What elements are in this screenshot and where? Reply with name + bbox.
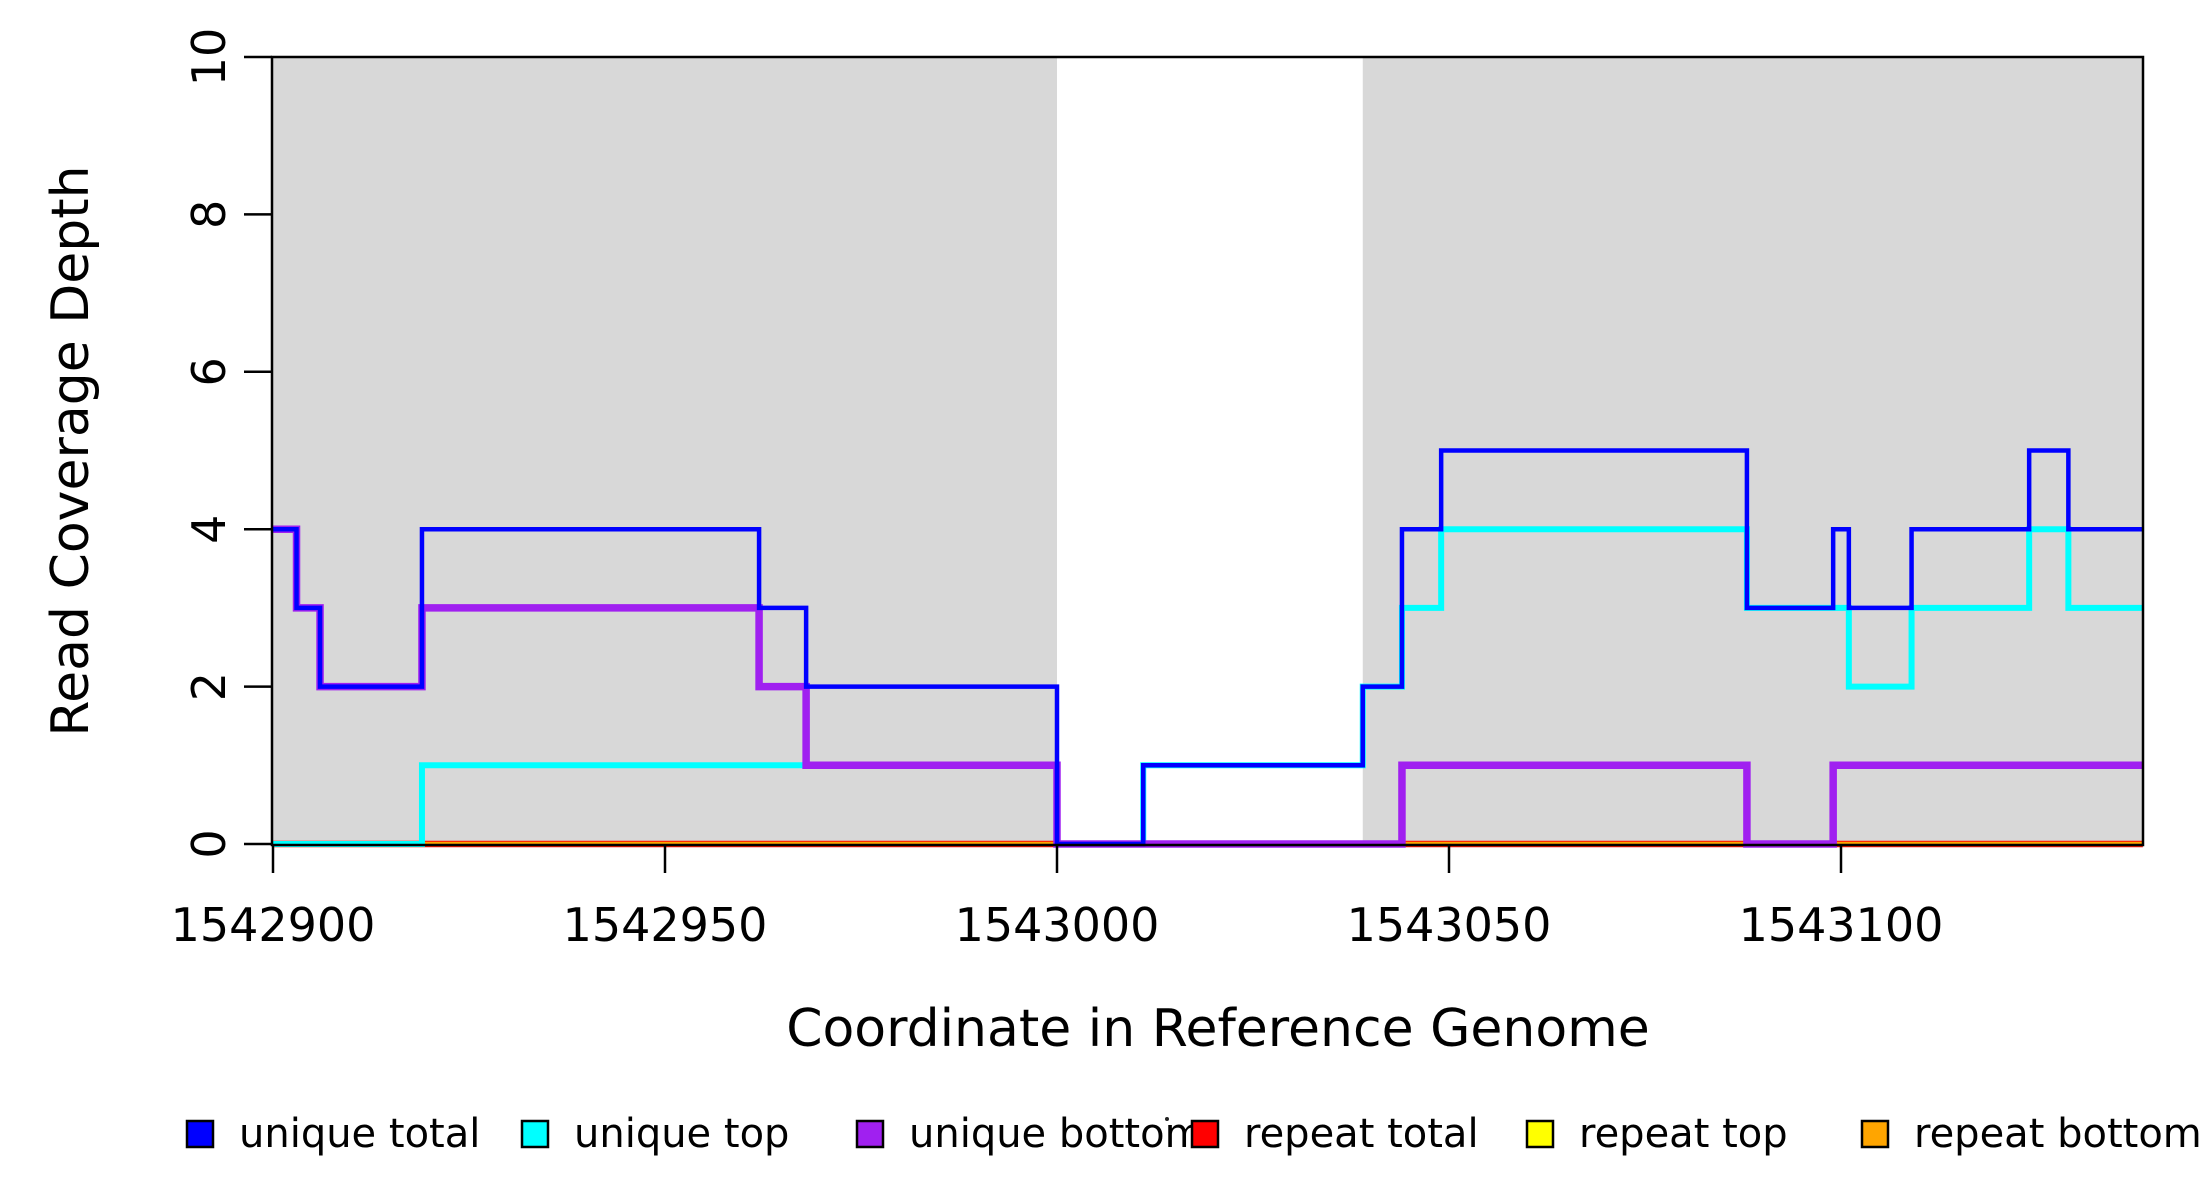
y-tick-label: 10 bbox=[182, 28, 236, 87]
legend-swatch-repeat-top bbox=[1525, 1119, 1555, 1149]
legend-label: unique top bbox=[574, 1111, 789, 1157]
y-tick-label: 6 bbox=[182, 357, 236, 386]
legend-swatch-repeat-bottom bbox=[1860, 1119, 1890, 1149]
y-tick-label: 2 bbox=[182, 672, 236, 701]
y-axis-title: Read Coverage Depth bbox=[41, 165, 101, 736]
axis-tick-labels: 1542900 1542950 1543000 1543050 1543100 0 2 4 6 8… bbox=[171, 28, 1944, 952]
x-tick-label: 1542950 bbox=[563, 898, 768, 952]
plot-border bbox=[270, 55, 2145, 847]
legend: unique total unique top unique bottom repea… bbox=[185, 1111, 2200, 1157]
x-axis-title: Coordinate in Reference Genome bbox=[786, 999, 1650, 1059]
legend-swatch-unique-top bbox=[520, 1119, 550, 1149]
legend-item: unique total bbox=[185, 1111, 480, 1157]
x-tick-label: 1543000 bbox=[955, 898, 1160, 952]
series-line-unique-total bbox=[272, 448, 2143, 847]
y-tick-label: 8 bbox=[182, 200, 236, 229]
shaded-regions bbox=[272, 57, 2143, 845]
shaded-region bbox=[272, 57, 1057, 845]
x-tick-label: 1542900 bbox=[171, 898, 376, 952]
stray-mark bbox=[1165, 1117, 1169, 1121]
legend-item: unique bottom bbox=[855, 1111, 1204, 1157]
legend-swatch-unique-total bbox=[185, 1119, 215, 1149]
y-tick-label: 4 bbox=[182, 515, 236, 544]
legend-label: unique total bbox=[239, 1111, 480, 1157]
y-tick-label: 0 bbox=[182, 829, 236, 858]
legend-label: repeat total bbox=[1244, 1111, 1479, 1157]
legend-label: unique bottom bbox=[909, 1111, 1204, 1157]
legend-label: repeat bottom bbox=[1914, 1111, 2200, 1157]
legend-item: repeat top bbox=[1525, 1111, 1788, 1157]
legend-item: unique top bbox=[520, 1111, 789, 1157]
legend-swatch-unique-bottom bbox=[855, 1119, 885, 1149]
x-tick-label: 1543100 bbox=[1739, 898, 1944, 952]
legend-label: repeat top bbox=[1579, 1111, 1788, 1157]
legend-item: repeat bottom bbox=[1860, 1111, 2200, 1157]
x-tick-label: 1543050 bbox=[1347, 898, 1552, 952]
legend-item: repeat total bbox=[1190, 1111, 1479, 1157]
axis-ticks bbox=[244, 55, 1843, 873]
legend-swatch-repeat-total bbox=[1190, 1119, 1220, 1149]
